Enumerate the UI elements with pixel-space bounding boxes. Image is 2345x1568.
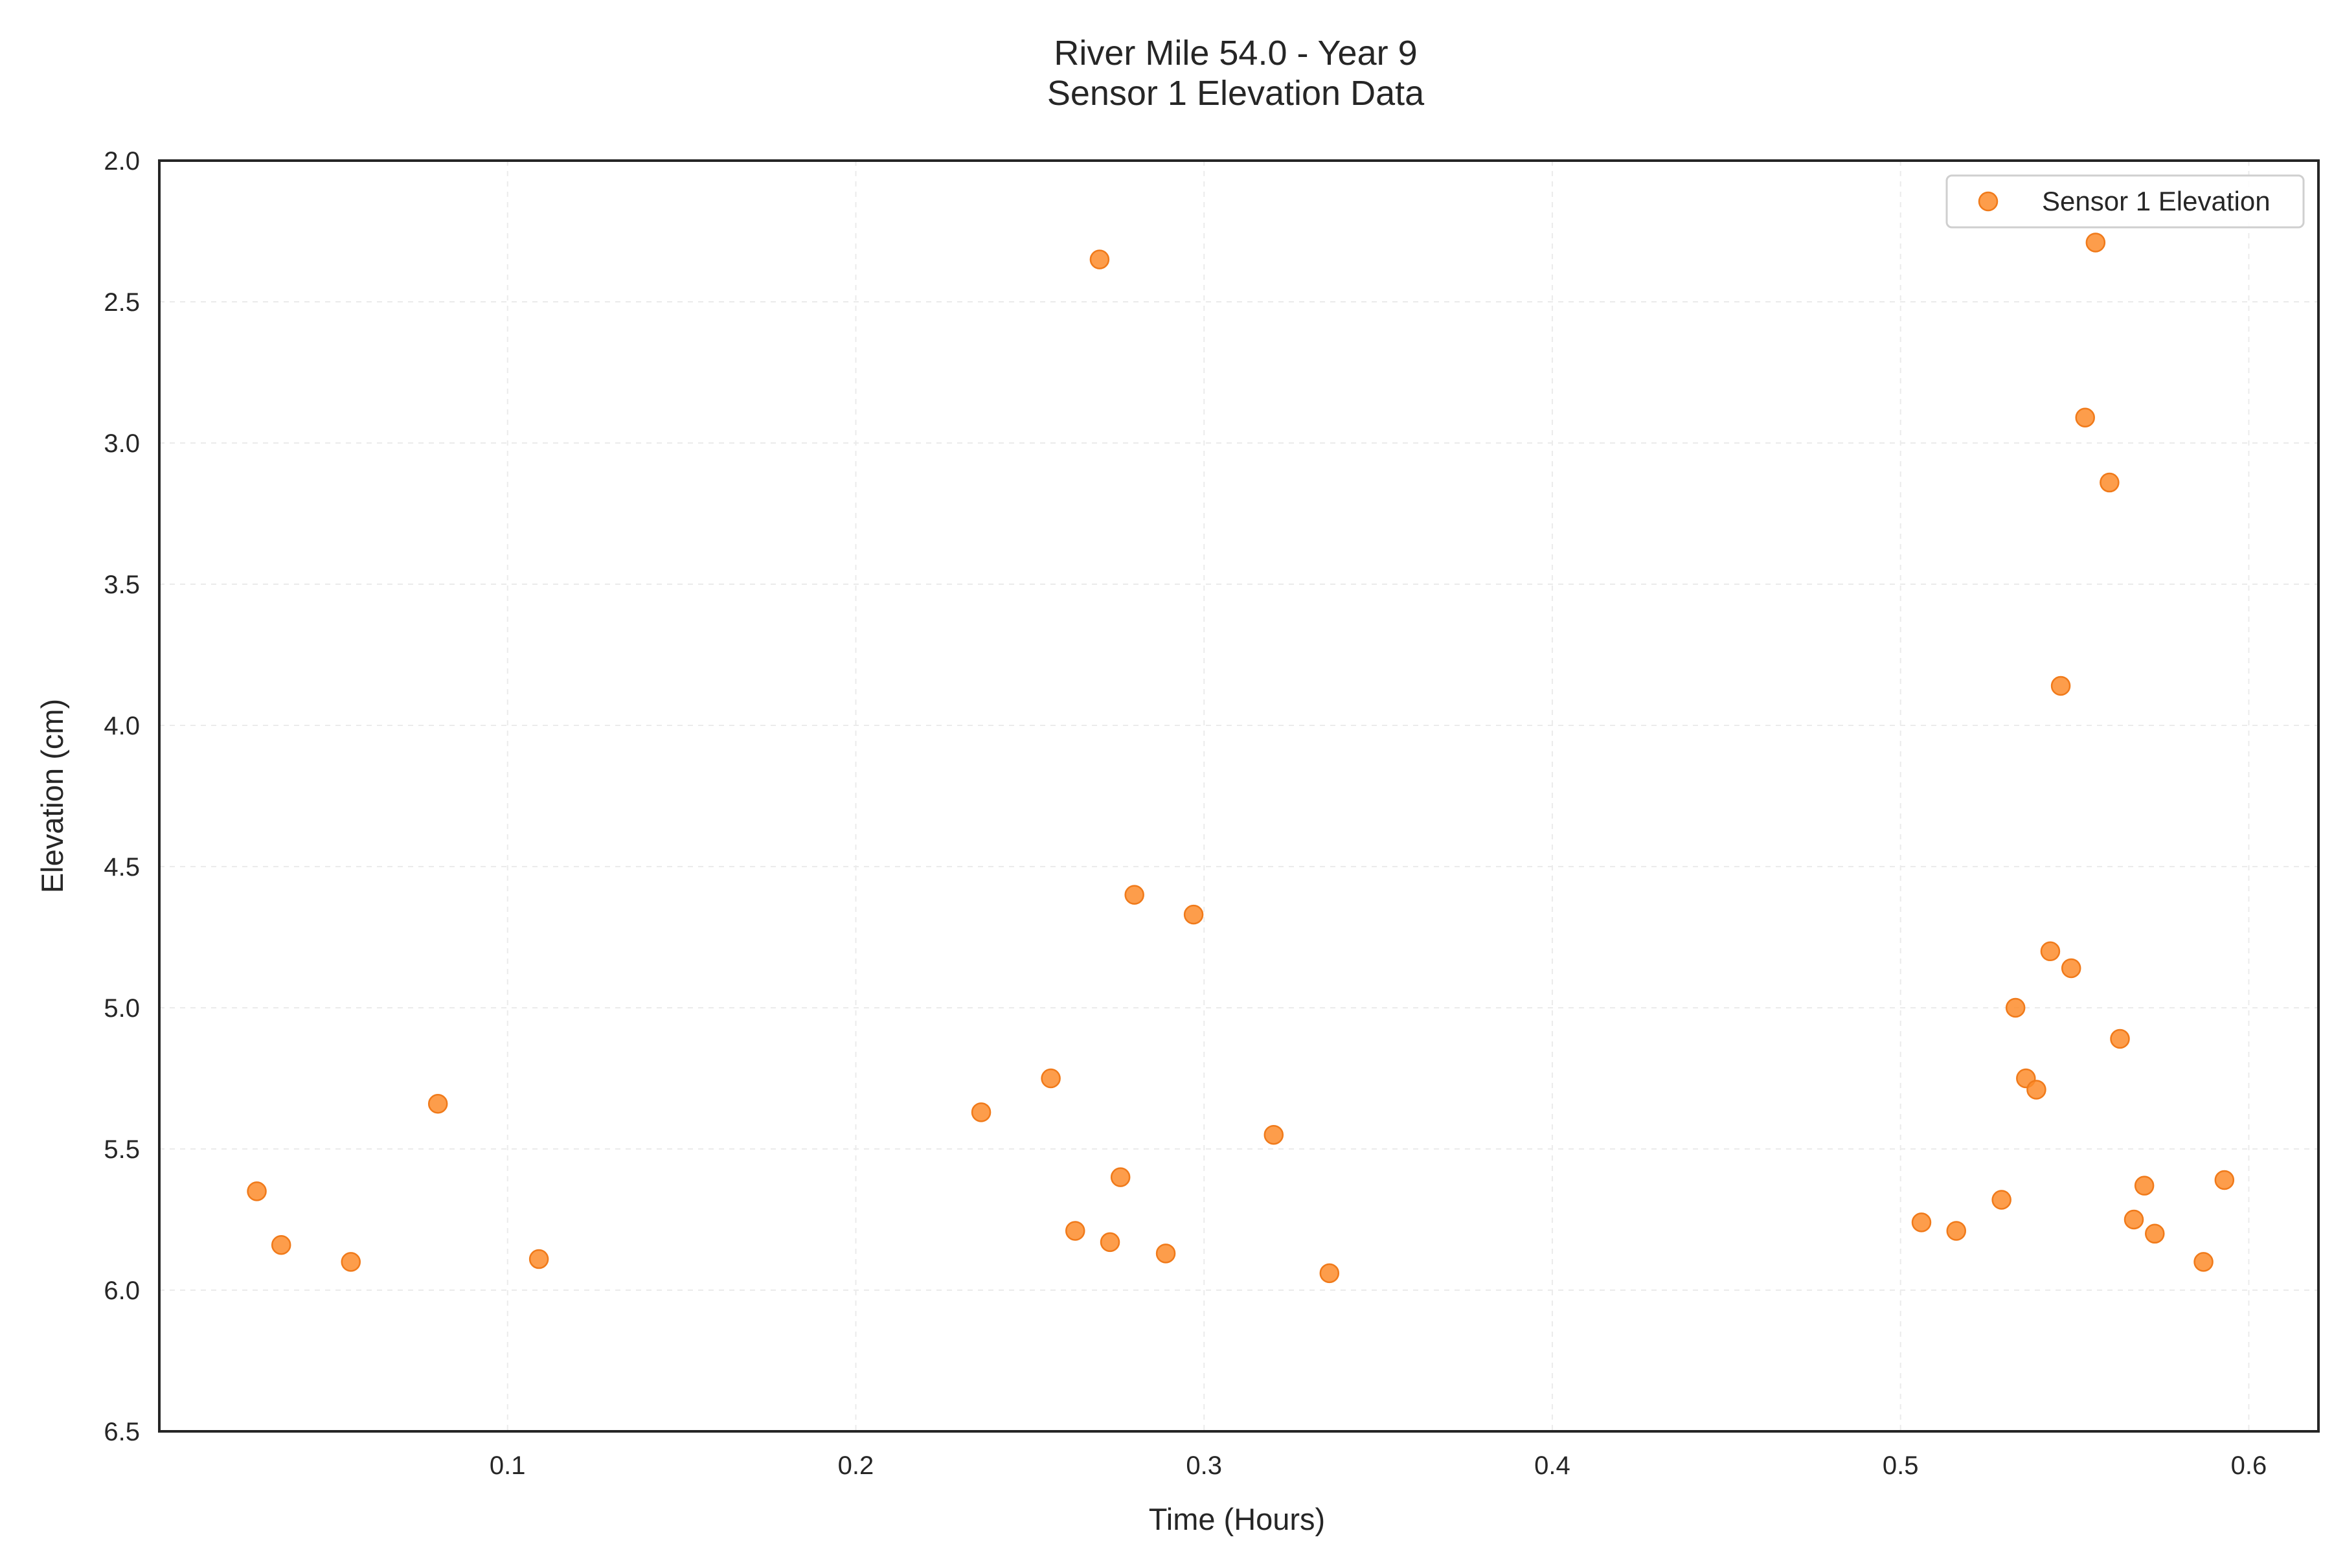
y-tick-label: 5.5 <box>104 1135 140 1164</box>
chart-title-line-1: River Mile 54.0 - Year 9 <box>1054 34 1417 73</box>
y-axis-label: Elevation (cm) <box>35 699 69 893</box>
x-tick-label: 0.2 <box>838 1451 874 1480</box>
data-point <box>971 1102 991 1122</box>
x-tick-label: 0.6 <box>2231 1451 2267 1480</box>
x-tick-label: 0.5 <box>1883 1451 1919 1480</box>
y-tick-label: 6.0 <box>104 1277 140 1305</box>
chart-title-line-2: Sensor 1 Elevation Data <box>1047 74 1425 113</box>
data-point <box>528 1249 549 1269</box>
data-point <box>1124 885 1144 905</box>
x-tick-label: 0.4 <box>1534 1451 1570 1480</box>
data-point <box>2005 997 2026 1018</box>
data-point <box>2075 407 2095 428</box>
data-point <box>2110 1028 2130 1049</box>
y-tick-labels: 2.0 2.5 3.0 3.5 4.0 4.5 5.0 5.5 6.0 6.5 <box>104 147 140 1446</box>
x-tick-label: 0.1 <box>490 1451 526 1480</box>
data-point <box>2026 1080 2046 1100</box>
data-point <box>427 1093 448 1114</box>
data-point <box>1991 1190 2011 1210</box>
data-point <box>2100 472 2120 493</box>
data-point <box>2193 1252 2214 1272</box>
y-tick-label: 3.5 <box>104 571 140 599</box>
data-point <box>1065 1221 1085 1241</box>
y-tick-label: 2.0 <box>104 147 140 176</box>
x-tick-label: 0.3 <box>1186 1451 1222 1480</box>
x-axis-label: Time (Hours) <box>1149 1502 1325 1536</box>
x-tick-labels: 0.1 0.2 0.3 0.4 0.5 0.6 <box>490 1451 2267 1480</box>
y-tick-label: 4.5 <box>104 853 140 881</box>
data-point <box>2040 941 2061 962</box>
data-point <box>1100 1232 1120 1253</box>
legend-box <box>1945 174 2305 229</box>
y-tick-label: 6.5 <box>104 1418 140 1446</box>
data-point <box>1911 1212 1932 1233</box>
grid <box>159 160 2318 1432</box>
y-tick-label: 4.0 <box>104 712 140 740</box>
data-point <box>2050 676 2071 696</box>
data-point <box>2085 233 2106 253</box>
legend: Sensor 1 Elevation <box>1945 174 2305 229</box>
data-point <box>1089 249 1110 269</box>
legend-label: Sensor 1 Elevation <box>2042 186 2271 216</box>
data-point <box>2214 1170 2235 1190</box>
data-point <box>1155 1244 1176 1264</box>
data-point <box>1946 1221 1966 1241</box>
data-point <box>247 1181 267 1201</box>
data-point <box>1319 1263 1340 1284</box>
y-tick-label: 5.0 <box>104 994 140 1023</box>
data-point <box>2145 1223 2165 1244</box>
data-point <box>271 1234 291 1255</box>
y-tick-label: 2.5 <box>104 288 140 317</box>
data-points <box>247 233 2235 1284</box>
data-point <box>341 1252 361 1272</box>
data-point <box>1183 904 1204 925</box>
data-point <box>1110 1167 1131 1187</box>
data-point <box>2061 958 2081 979</box>
data-point <box>1041 1068 1061 1089</box>
data-point <box>1263 1124 1284 1145</box>
data-point <box>2134 1176 2155 1196</box>
data-point <box>2124 1209 2144 1230</box>
plot-frame <box>158 159 2320 1433</box>
y-tick-label: 3.0 <box>104 429 140 458</box>
legend-marker <box>1978 191 1999 212</box>
